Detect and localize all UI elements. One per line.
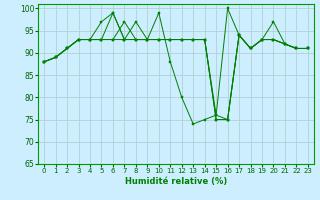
X-axis label: Humidité relative (%): Humidité relative (%) <box>125 177 227 186</box>
